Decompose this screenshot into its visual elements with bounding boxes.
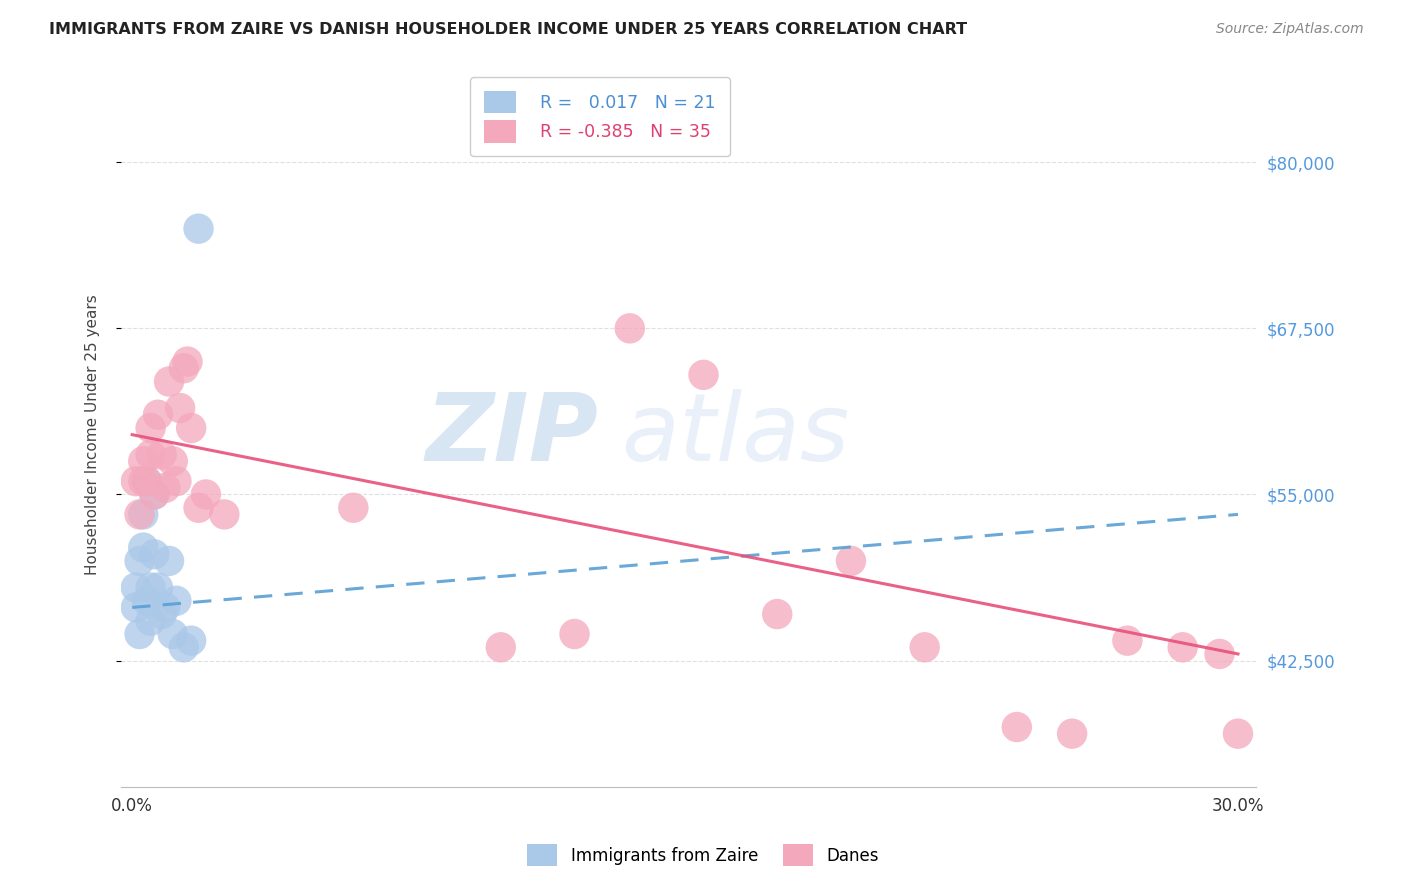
Point bbox=[157, 375, 180, 389]
Point bbox=[914, 640, 936, 655]
Text: atlas: atlas bbox=[620, 389, 849, 480]
Point bbox=[139, 421, 162, 435]
Point bbox=[132, 454, 155, 468]
Point bbox=[692, 368, 714, 382]
Y-axis label: Householder Income Under 25 years: Householder Income Under 25 years bbox=[86, 294, 100, 575]
Point bbox=[839, 554, 862, 568]
Point bbox=[139, 448, 162, 462]
Point bbox=[136, 594, 159, 608]
Point bbox=[162, 454, 184, 468]
Point bbox=[132, 474, 155, 488]
Point bbox=[173, 640, 195, 655]
Point bbox=[194, 487, 217, 501]
Point bbox=[1171, 640, 1194, 655]
Legend:   R =   0.017   N = 21,   R = -0.385   N = 35: R = 0.017 N = 21, R = -0.385 N = 35 bbox=[471, 77, 730, 156]
Point bbox=[176, 354, 198, 368]
Point bbox=[146, 581, 169, 595]
Point bbox=[214, 508, 236, 522]
Point bbox=[125, 581, 148, 595]
Point bbox=[132, 508, 155, 522]
Point bbox=[619, 321, 641, 335]
Text: ZIP: ZIP bbox=[425, 389, 598, 481]
Point bbox=[150, 448, 173, 462]
Point bbox=[187, 500, 209, 515]
Point bbox=[180, 421, 202, 435]
Point bbox=[165, 474, 187, 488]
Point bbox=[125, 474, 148, 488]
Point bbox=[125, 600, 148, 615]
Point bbox=[150, 607, 173, 621]
Point bbox=[1208, 647, 1230, 661]
Point bbox=[139, 614, 162, 628]
Point bbox=[766, 607, 789, 621]
Point bbox=[169, 401, 191, 415]
Point bbox=[187, 221, 209, 235]
Point bbox=[1226, 727, 1249, 741]
Point bbox=[173, 361, 195, 376]
Point bbox=[143, 487, 166, 501]
Point bbox=[136, 474, 159, 488]
Point bbox=[132, 541, 155, 555]
Legend: Immigrants from Zaire, Danes: Immigrants from Zaire, Danes bbox=[515, 831, 891, 880]
Point bbox=[155, 481, 177, 495]
Text: Source: ZipAtlas.com: Source: ZipAtlas.com bbox=[1216, 22, 1364, 37]
Point bbox=[1062, 727, 1084, 741]
Point bbox=[139, 581, 162, 595]
Point bbox=[128, 627, 150, 641]
Point bbox=[128, 554, 150, 568]
Point bbox=[162, 627, 184, 641]
Point bbox=[143, 487, 166, 501]
Point bbox=[157, 554, 180, 568]
Point bbox=[1005, 720, 1028, 734]
Point bbox=[489, 640, 512, 655]
Point bbox=[136, 474, 159, 488]
Point bbox=[146, 408, 169, 422]
Point bbox=[143, 547, 166, 561]
Point bbox=[1116, 633, 1139, 648]
Text: IMMIGRANTS FROM ZAIRE VS DANISH HOUSEHOLDER INCOME UNDER 25 YEARS CORRELATION CH: IMMIGRANTS FROM ZAIRE VS DANISH HOUSEHOL… bbox=[49, 22, 967, 37]
Point bbox=[342, 500, 364, 515]
Point bbox=[155, 600, 177, 615]
Point bbox=[564, 627, 586, 641]
Point bbox=[165, 594, 187, 608]
Point bbox=[180, 633, 202, 648]
Point bbox=[128, 508, 150, 522]
